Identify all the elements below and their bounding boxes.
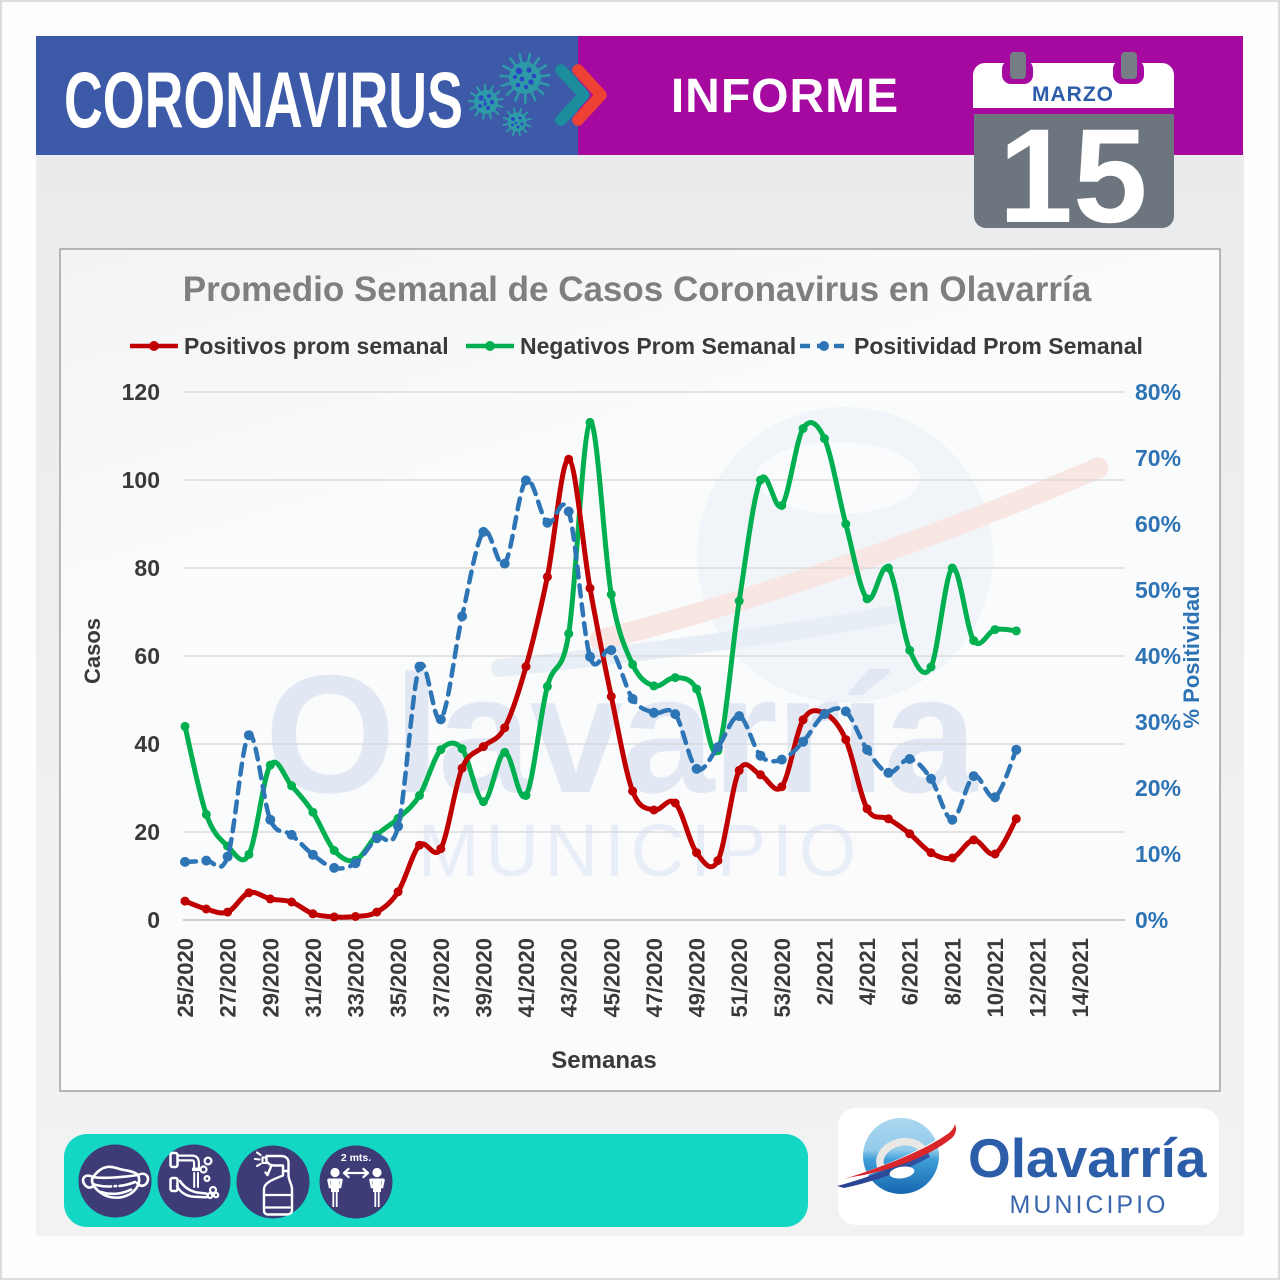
svg-text:29/2020: 29/2020 <box>258 938 283 1018</box>
svg-text:51/2020: 51/2020 <box>727 938 752 1018</box>
svg-text:10%: 10% <box>1135 841 1181 867</box>
svg-text:49/2020: 49/2020 <box>685 938 710 1018</box>
svg-text:CORONAVIRUS: CORONAVIRUS <box>64 57 463 145</box>
svg-text:Olavarría: Olavarría <box>968 1127 1207 1189</box>
svg-text:8/2021: 8/2021 <box>940 938 965 1005</box>
svg-text:15: 15 <box>998 102 1147 251</box>
svg-text:20%: 20% <box>1135 775 1181 801</box>
svg-text:70%: 70% <box>1135 445 1181 471</box>
svg-text:33/2020: 33/2020 <box>344 938 369 1018</box>
svg-text:53/2020: 53/2020 <box>770 938 795 1018</box>
svg-text:30%: 30% <box>1135 709 1181 735</box>
svg-text:80%: 80% <box>1135 379 1181 405</box>
svg-text:31/2020: 31/2020 <box>301 938 326 1018</box>
svg-text:47/2020: 47/2020 <box>642 938 667 1018</box>
svg-text:Promedio Semanal de Casos Coro: Promedio Semanal de Casos Coronavirus en… <box>183 270 1092 309</box>
svg-text:Casos: Casos <box>80 618 105 684</box>
svg-text:MUNICIPIO: MUNICIPIO <box>418 809 863 892</box>
svg-text:20: 20 <box>134 819 160 845</box>
svg-text:50%: 50% <box>1135 577 1181 603</box>
svg-text:14/2021: 14/2021 <box>1068 938 1093 1018</box>
svg-text:120: 120 <box>122 379 160 405</box>
svg-text:Negativos Prom Semanal: Negativos Prom Semanal <box>520 333 796 359</box>
svg-text:37/2020: 37/2020 <box>429 938 454 1018</box>
svg-text:27/2020: 27/2020 <box>216 938 241 1018</box>
svg-text:60: 60 <box>134 643 160 669</box>
svg-text:43/2020: 43/2020 <box>557 938 582 1018</box>
svg-text:Semanas: Semanas <box>551 1047 656 1074</box>
svg-text:100: 100 <box>122 467 160 493</box>
svg-text:25/2020: 25/2020 <box>173 938 198 1018</box>
svg-text:41/2020: 41/2020 <box>514 938 539 1018</box>
svg-text:INFORME: INFORME <box>671 70 899 123</box>
svg-text:12/2021: 12/2021 <box>1026 938 1051 1018</box>
svg-text:6/2021: 6/2021 <box>898 938 923 1005</box>
svg-text:40%: 40% <box>1135 643 1181 669</box>
svg-text:35/2020: 35/2020 <box>386 938 411 1018</box>
svg-text:2 mts.: 2 mts. <box>341 1152 371 1164</box>
svg-text:39/2020: 39/2020 <box>471 938 496 1018</box>
svg-text:Positividad Prom Semanal: Positividad Prom Semanal <box>854 333 1143 359</box>
svg-text:2/2021: 2/2021 <box>813 938 838 1005</box>
svg-text:Positivos prom semanal: Positivos prom semanal <box>184 333 449 359</box>
svg-text:0%: 0% <box>1135 907 1168 933</box>
svg-text:% Positividad: % Positividad <box>1179 585 1204 728</box>
svg-text:45/2020: 45/2020 <box>599 938 624 1018</box>
svg-text:60%: 60% <box>1135 511 1181 537</box>
svg-text:0: 0 <box>147 907 160 933</box>
svg-text:MUNICIPIO: MUNICIPIO <box>1010 1191 1169 1219</box>
svg-text:80: 80 <box>134 555 160 581</box>
svg-text:40: 40 <box>134 731 160 757</box>
svg-text:4/2021: 4/2021 <box>855 938 880 1005</box>
svg-text:10/2021: 10/2021 <box>983 938 1008 1018</box>
